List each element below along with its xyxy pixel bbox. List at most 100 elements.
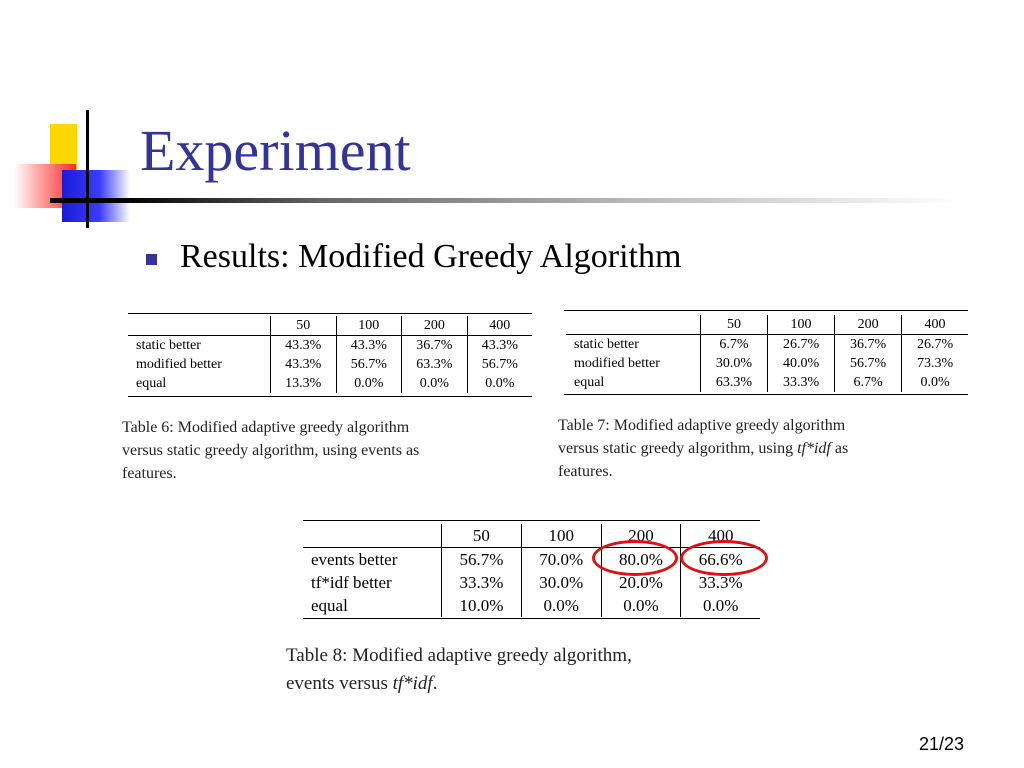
page-number: 21/23	[918, 734, 964, 754]
table-header-cell: 50	[270, 316, 337, 336]
table8-caption: Table 8: Modified adaptive greedy algori…	[286, 642, 632, 698]
bullet-text: Results: Modified Greedy Algorithm	[180, 238, 682, 275]
table-header-cell	[303, 524, 442, 548]
table-cell: 43.3%	[270, 355, 337, 374]
table-header-cell: 50	[699, 315, 768, 335]
caption-line: versus static greedy algorithm, using tf…	[558, 437, 848, 460]
table7-header-row: 50 100 200 400	[566, 315, 968, 335]
caption-line: Table 8: Modified adaptive greedy algori…	[286, 645, 632, 666]
bullet-square-icon	[146, 254, 157, 265]
table-cell: 43.3%	[335, 335, 402, 355]
table-cell: 26.7%	[767, 334, 835, 354]
table-cell: 56.7%	[466, 355, 532, 374]
row-label: static better	[574, 337, 639, 352]
table-header-cell: 200	[401, 316, 468, 336]
table-cell: 43.3%	[270, 335, 337, 355]
table-cell: 56.7%	[834, 354, 902, 373]
table7: 50 100 200 400 static better 6.7% 26.7% …	[566, 315, 968, 392]
caption-line: features.	[558, 463, 613, 480]
table-row: modified better 43.3% 56.7% 63.3% 56.7%	[128, 355, 532, 374]
caption-line: features.	[122, 465, 177, 482]
table6-header-row: 50 100 200 400	[128, 316, 532, 336]
table-cell: 33.3%	[680, 571, 760, 594]
table8-top-rule	[303, 520, 760, 521]
caption-emphasis: tf*idf	[392, 673, 433, 694]
table-cell: 10.0%	[441, 594, 522, 617]
table8-bottom-rule	[303, 618, 760, 619]
table-cell: 13.3%	[270, 374, 337, 393]
table-cell: 0.0%	[466, 374, 532, 393]
table-cell: 30.0%	[520, 571, 602, 594]
table-cell: 26.7%	[901, 334, 968, 354]
table-cell: 6.7%	[699, 334, 768, 354]
table-cell: 73.3%	[901, 354, 968, 373]
table-cell: 43.3%	[466, 335, 532, 355]
table-header-cell: 200	[834, 315, 902, 335]
table-row: equal 63.3% 33.3% 6.7% 0.0%	[566, 373, 968, 392]
table-row: static better 6.7% 26.7% 36.7% 26.7%	[566, 334, 968, 354]
table7-bottom-rule	[564, 394, 968, 395]
table6-caption: Table 6: Modified adaptive greedy algori…	[122, 416, 419, 485]
table-cell: 0.0%	[335, 374, 402, 393]
caption-text: as	[830, 440, 849, 457]
row-label: static better	[136, 338, 201, 353]
caption-emphasis: tf*idf	[797, 440, 831, 457]
table-cell: 56.7%	[441, 547, 522, 571]
table-row: modified better 30.0% 40.0% 56.7% 73.3%	[566, 354, 968, 373]
table-row: equal 10.0% 0.0% 0.0% 0.0%	[303, 594, 760, 617]
table7-top-rule	[564, 310, 968, 311]
table6-top-rule	[128, 313, 532, 314]
row-label: events better	[311, 550, 398, 569]
table-cell: 20.0%	[600, 571, 681, 594]
table-cell: 33.3%	[767, 373, 835, 392]
caption-text: versus static greedy algorithm, using	[558, 440, 798, 457]
table7-caption: Table 7: Modified adaptive greedy algori…	[558, 414, 848, 483]
table-header-cell: 100	[767, 315, 835, 335]
row-label: modified better	[136, 357, 222, 372]
highlight-circle-66	[680, 540, 768, 576]
table-row: static better 43.3% 43.3% 36.7% 43.3%	[128, 335, 532, 355]
row-label: tf*idf better	[311, 573, 392, 592]
table-header-cell: 400	[466, 316, 532, 336]
table8-header-row: 50 100 200 400	[303, 524, 760, 548]
decor-vertical-line	[86, 110, 89, 228]
table-header-cell: 400	[901, 315, 968, 335]
table-cell: 40.0%	[767, 354, 835, 373]
caption-line: Table 7: Modified adaptive greedy algori…	[558, 417, 846, 434]
caption-line: Table 6: Modified adaptive greedy algori…	[122, 419, 410, 436]
table-header-cell: 100	[520, 524, 602, 548]
caption-text: events versus	[286, 673, 393, 694]
table-cell: 0.0%	[520, 594, 602, 617]
table-cell: 70.0%	[520, 547, 602, 571]
row-label: equal	[311, 596, 348, 615]
table-header-cell: 50	[441, 524, 522, 548]
table-cell: 0.0%	[680, 594, 760, 617]
table-cell: 63.3%	[699, 373, 768, 392]
title-underline	[50, 198, 960, 203]
table6-bottom-rule	[128, 396, 532, 397]
table-cell: 36.7%	[834, 334, 902, 354]
caption-line: events versus tf*idf.	[286, 670, 632, 698]
table-row: tf*idf better 33.3% 30.0% 20.0% 33.3%	[303, 571, 760, 594]
row-label: modified better	[574, 356, 660, 371]
highlight-circle-80	[592, 540, 678, 576]
table-row: equal 13.3% 0.0% 0.0% 0.0%	[128, 374, 532, 393]
row-label: equal	[136, 376, 167, 391]
slide-title: Experiment	[140, 118, 411, 183]
table-cell: 0.0%	[401, 374, 468, 393]
table-cell: 63.3%	[401, 355, 468, 374]
row-label: equal	[574, 375, 605, 390]
table-cell: 6.7%	[834, 373, 902, 392]
table-cell: 56.7%	[335, 355, 402, 374]
table-cell: 0.0%	[901, 373, 968, 392]
table-header-cell	[128, 316, 271, 336]
table-header-cell	[566, 315, 701, 335]
caption-line: versus static greedy algorithm, using ev…	[122, 442, 420, 459]
decor-blue-square	[62, 170, 130, 222]
caption-text: .	[432, 673, 438, 694]
table-cell: 30.0%	[699, 354, 768, 373]
table-header-cell: 100	[335, 316, 402, 336]
table-cell: 0.0%	[600, 594, 681, 617]
table6: 50 100 200 400 static better 43.3% 43.3%…	[128, 316, 532, 393]
table-cell: 33.3%	[441, 571, 522, 594]
